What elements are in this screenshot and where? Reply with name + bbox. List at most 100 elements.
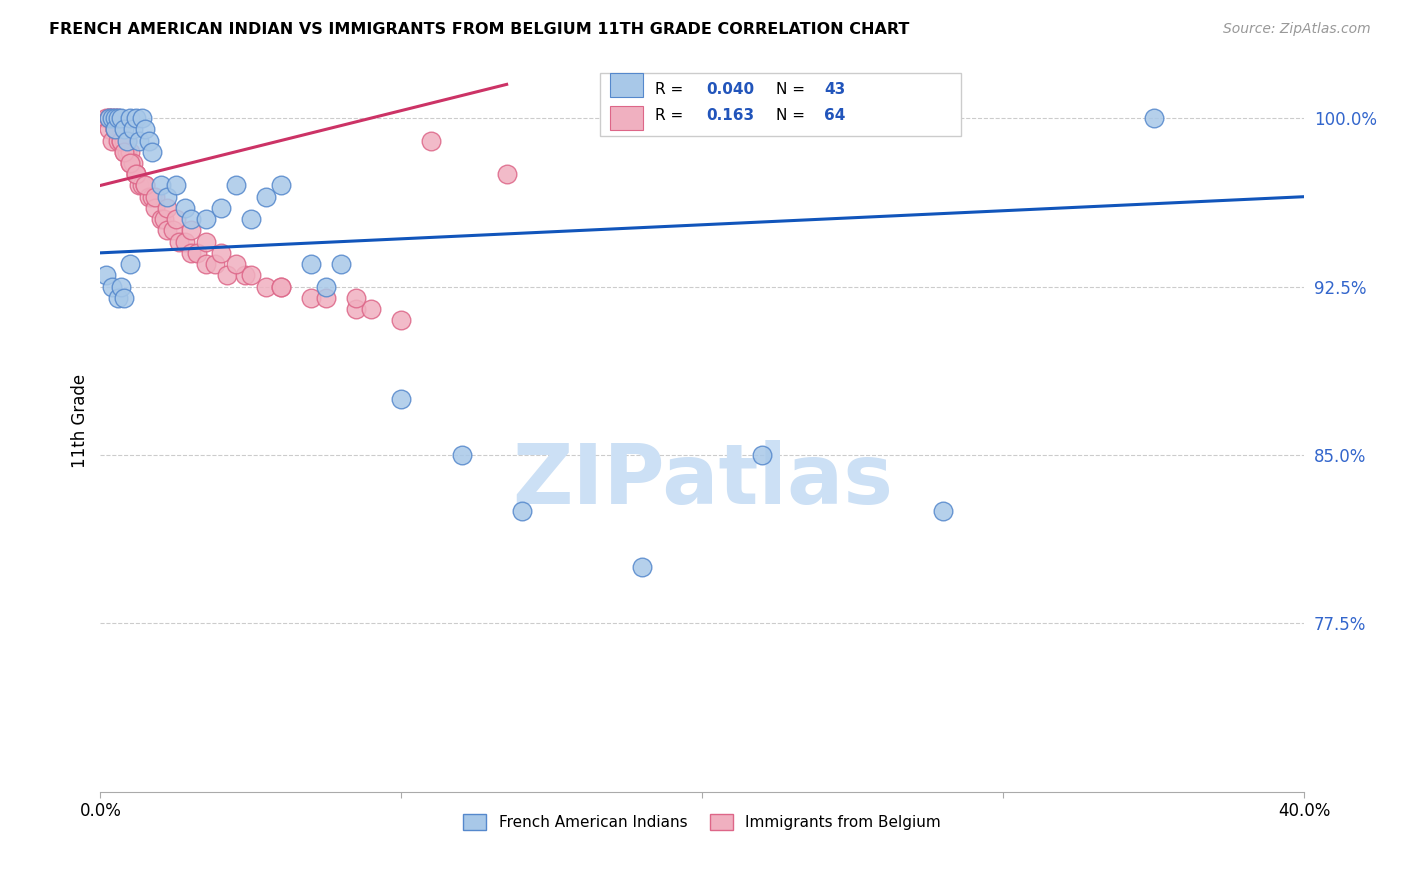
Point bbox=[120, 111, 142, 125]
Point bbox=[932, 504, 955, 518]
Point bbox=[98, 122, 121, 136]
Point bbox=[254, 279, 277, 293]
Point bbox=[98, 111, 121, 125]
FancyBboxPatch shape bbox=[600, 73, 962, 136]
Point bbox=[344, 291, 367, 305]
Point bbox=[117, 134, 139, 148]
Point bbox=[110, 134, 132, 148]
Point bbox=[420, 134, 443, 148]
Point bbox=[120, 145, 142, 159]
Point bbox=[173, 201, 195, 215]
Point bbox=[389, 313, 412, 327]
Point bbox=[104, 111, 127, 125]
Point bbox=[167, 235, 190, 249]
Point bbox=[131, 178, 153, 193]
Point bbox=[143, 190, 166, 204]
Point bbox=[125, 111, 148, 125]
Legend: French American Indians, Immigrants from Belgium: French American Indians, Immigrants from… bbox=[457, 808, 948, 836]
Point bbox=[209, 245, 232, 260]
Point bbox=[173, 235, 195, 249]
Point bbox=[120, 156, 142, 170]
Text: 0.040: 0.040 bbox=[706, 82, 754, 97]
Point bbox=[122, 156, 145, 170]
Point bbox=[104, 122, 127, 136]
Point bbox=[104, 111, 127, 125]
Point bbox=[209, 201, 232, 215]
Point bbox=[155, 190, 177, 204]
Point bbox=[107, 111, 129, 125]
Point bbox=[270, 178, 292, 193]
Text: N =: N = bbox=[776, 82, 810, 97]
Point bbox=[180, 223, 202, 237]
Point bbox=[101, 134, 124, 148]
Point bbox=[138, 134, 160, 148]
Point bbox=[155, 201, 177, 215]
Point bbox=[120, 257, 142, 271]
Point bbox=[107, 134, 129, 148]
Point bbox=[152, 212, 174, 227]
Point bbox=[270, 279, 292, 293]
Point bbox=[495, 167, 517, 181]
Point bbox=[254, 190, 277, 204]
Point bbox=[122, 122, 145, 136]
Point bbox=[110, 134, 132, 148]
Point bbox=[138, 190, 160, 204]
Point bbox=[631, 560, 654, 574]
Point bbox=[239, 212, 262, 227]
Point bbox=[117, 145, 139, 159]
Y-axis label: 11th Grade: 11th Grade bbox=[72, 375, 89, 468]
Point bbox=[239, 268, 262, 283]
Point bbox=[112, 134, 135, 148]
Point bbox=[270, 279, 292, 293]
Point bbox=[96, 268, 118, 283]
Text: 0.163: 0.163 bbox=[706, 108, 754, 123]
Point bbox=[180, 212, 202, 227]
Point bbox=[96, 111, 118, 125]
Point bbox=[225, 257, 247, 271]
Bar bbox=[610, 106, 644, 130]
Point bbox=[315, 279, 337, 293]
Point bbox=[117, 134, 139, 148]
Point bbox=[112, 145, 135, 159]
Point bbox=[110, 279, 132, 293]
Point bbox=[141, 190, 163, 204]
Point bbox=[112, 291, 135, 305]
Point bbox=[112, 145, 135, 159]
Point bbox=[225, 178, 247, 193]
Point bbox=[112, 122, 135, 136]
Point bbox=[194, 212, 217, 227]
Point bbox=[330, 257, 353, 271]
Point bbox=[299, 291, 322, 305]
Point bbox=[107, 291, 129, 305]
Point bbox=[155, 223, 177, 237]
Point bbox=[751, 448, 773, 462]
Point bbox=[104, 122, 127, 136]
Point bbox=[315, 291, 337, 305]
Point bbox=[101, 279, 124, 293]
Point bbox=[141, 145, 163, 159]
Point bbox=[204, 257, 226, 271]
Point bbox=[125, 167, 148, 181]
Point bbox=[101, 111, 124, 125]
Point bbox=[110, 111, 132, 125]
Point bbox=[1143, 111, 1166, 125]
Text: R =: R = bbox=[655, 82, 689, 97]
Point bbox=[107, 111, 129, 125]
Point bbox=[149, 178, 172, 193]
Text: N =: N = bbox=[776, 108, 810, 123]
Point bbox=[128, 134, 150, 148]
Point bbox=[165, 178, 187, 193]
Point bbox=[134, 122, 156, 136]
Text: Source: ZipAtlas.com: Source: ZipAtlas.com bbox=[1223, 22, 1371, 37]
Point bbox=[128, 178, 150, 193]
Point bbox=[125, 167, 148, 181]
Point bbox=[149, 212, 172, 227]
Point bbox=[98, 111, 121, 125]
Point bbox=[233, 268, 256, 283]
Text: FRENCH AMERICAN INDIAN VS IMMIGRANTS FROM BELGIUM 11TH GRADE CORRELATION CHART: FRENCH AMERICAN INDIAN VS IMMIGRANTS FRO… bbox=[49, 22, 910, 37]
Point bbox=[110, 122, 132, 136]
Point bbox=[165, 212, 187, 227]
Point bbox=[360, 301, 382, 316]
Point bbox=[104, 122, 127, 136]
Point bbox=[510, 504, 533, 518]
